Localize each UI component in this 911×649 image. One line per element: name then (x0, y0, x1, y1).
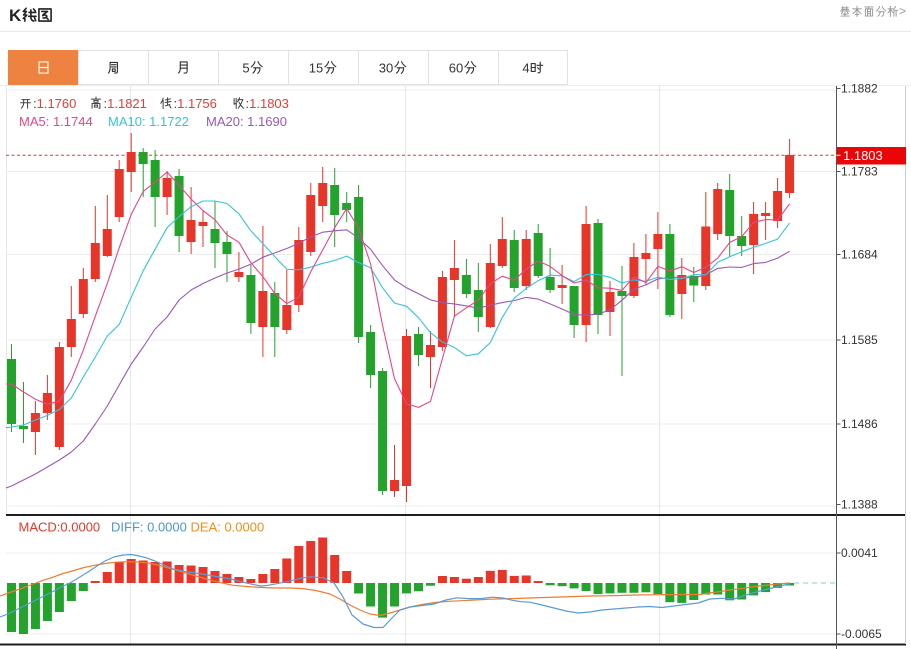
svg-text::1.1756: :1.1756 (174, 96, 217, 111)
svg-text:MA20: 1.1690: MA20: 1.1690 (206, 114, 287, 129)
svg-text:60: 60 (449, 61, 463, 76)
svg-text:DIFF: 0.0000: DIFF: 0.0000 (111, 520, 187, 535)
svg-text:MA10: 1.1722: MA10: 1.1722 (108, 114, 189, 129)
svg-text::1.1803: :1.1803 (246, 96, 289, 111)
svg-text:4: 4 (522, 61, 529, 76)
svg-text:1.1684: 1.1684 (841, 248, 878, 262)
svg-text:1.1585: 1.1585 (841, 333, 878, 347)
svg-text:1.1803: 1.1803 (843, 148, 883, 163)
svg-text:1.1882: 1.1882 (841, 82, 878, 96)
svg-text::1.1821: :1.1821 (104, 96, 147, 111)
svg-text:MACD:0.0000: MACD:0.0000 (19, 520, 101, 535)
svg-text::1.1760: :1.1760 (33, 96, 76, 111)
svg-text:K: K (9, 6, 22, 25)
svg-text:15: 15 (309, 61, 323, 76)
svg-text:1.1388: 1.1388 (841, 498, 878, 512)
svg-text:1.1486: 1.1486 (841, 417, 878, 431)
svg-text:-0.0065: -0.0065 (841, 627, 882, 641)
svg-text:>: > (899, 4, 906, 18)
svg-text:30: 30 (379, 61, 393, 76)
svg-text:MA5: 1.1744: MA5: 1.1744 (19, 114, 93, 129)
svg-text:DEA: 0.0000: DEA: 0.0000 (191, 520, 265, 535)
svg-text:0.0041: 0.0041 (841, 546, 878, 560)
svg-text:1.1783: 1.1783 (841, 165, 878, 179)
svg-text:5: 5 (242, 61, 249, 76)
